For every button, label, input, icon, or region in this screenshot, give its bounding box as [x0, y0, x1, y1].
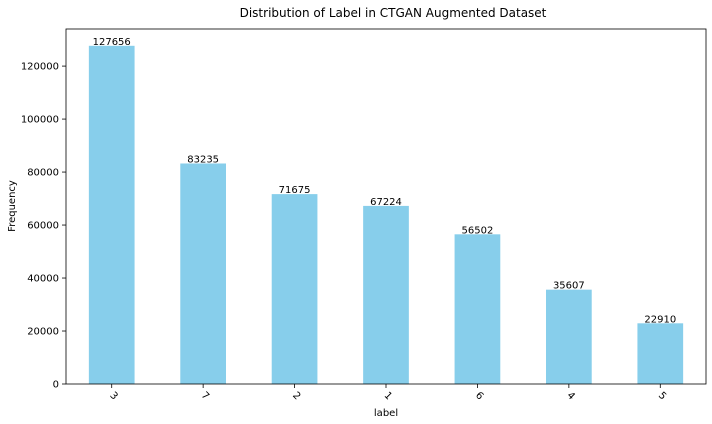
y-tick-label-40000: 40000	[27, 274, 59, 285]
data-label-1: 67224	[370, 197, 402, 208]
y-tick-label-0: 0	[53, 380, 59, 391]
y-tick-label-80000: 80000	[27, 168, 59, 179]
y-tick-label-20000: 20000	[27, 327, 59, 338]
y-tick-label-60000: 60000	[27, 221, 59, 232]
chart-title: Distribution of Label in CTGAN Augmented…	[240, 6, 547, 20]
data-label-4: 35607	[553, 281, 585, 292]
y-tick-label-120000: 120000	[21, 62, 59, 73]
bar-1	[363, 205, 409, 384]
x-tick-label-1: 1	[382, 390, 394, 402]
bar-4	[546, 289, 592, 384]
y-axis: 0 20000 40000 60000 80000 100000 120000	[21, 62, 66, 391]
x-tick-label-6: 6	[473, 390, 485, 402]
y-tick-label-100000: 100000	[21, 115, 59, 126]
bar-3	[88, 45, 135, 385]
bar-7	[180, 163, 226, 384]
data-label-7: 83235	[187, 154, 219, 165]
x-tick-label-3: 3	[107, 390, 119, 402]
x-axis-title: label	[374, 408, 398, 419]
x-tick-label-5: 5	[656, 390, 668, 402]
y-axis-title: Frequency	[7, 180, 18, 232]
x-tick-label-7: 7	[199, 390, 211, 402]
data-label-5: 22910	[644, 314, 676, 325]
x-tick-label-2: 2	[290, 390, 302, 402]
x-tick-label-4: 4	[564, 390, 576, 402]
data-labels-group: 127656 83235 71675 67224 56502 35607 22910	[93, 37, 677, 325]
bar-5	[637, 323, 684, 384]
x-axis: 3 7 2 1 6 4 5	[107, 384, 668, 402]
data-label-6: 56502	[462, 225, 494, 236]
bars-group	[88, 45, 684, 385]
data-label-2: 71675	[279, 185, 311, 196]
data-label-3: 127656	[93, 37, 131, 48]
bar-6	[454, 234, 501, 384]
bar-2	[271, 194, 318, 384]
